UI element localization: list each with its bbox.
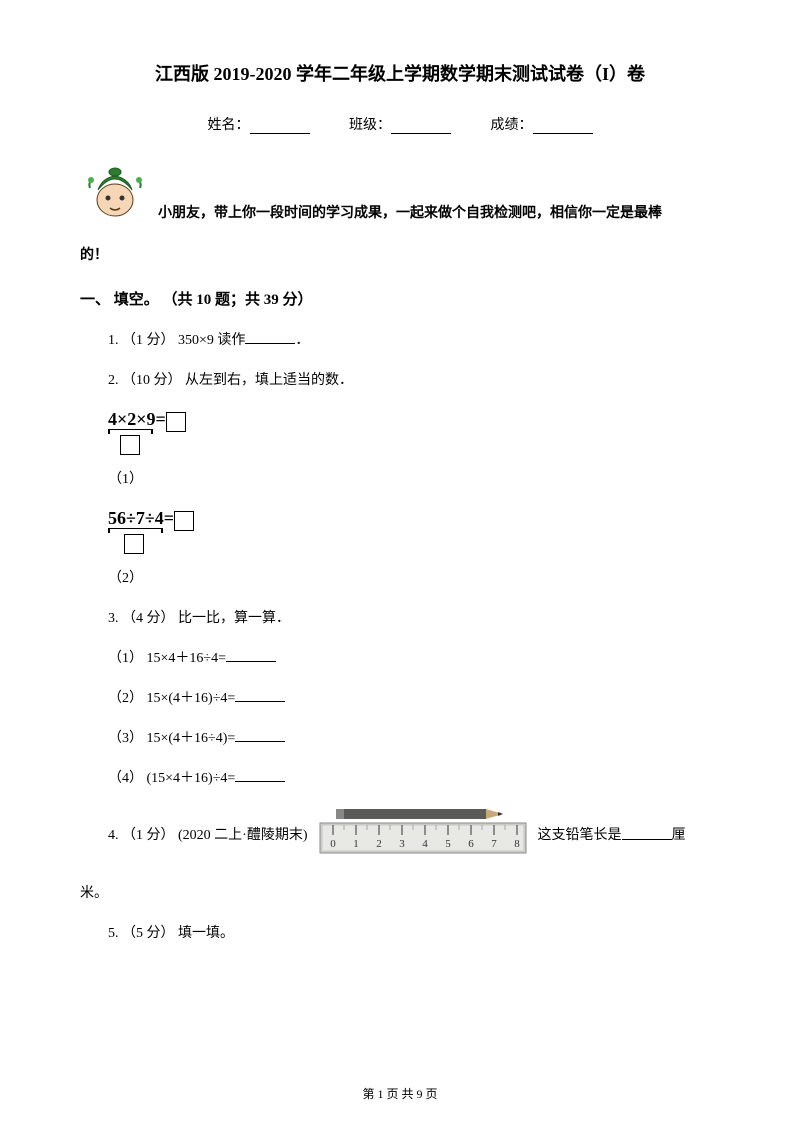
question-1: 1. （1 分） 350×9 读作 ． (80, 329, 720, 349)
score-label: 成绩： (491, 118, 533, 133)
encourage-text-2: 的！ (80, 244, 720, 264)
q3-2-blank (235, 690, 285, 702)
svg-text:7: 7 (491, 838, 497, 850)
mascot-icon (80, 158, 150, 228)
student-info-line: 姓名： 班级： 成绩： (80, 114, 720, 134)
q2-result-box-1 (166, 412, 186, 432)
question-2: 2. （10 分） 从左到右，填上适当的数． (80, 369, 720, 389)
q2-expr-1-diagram: 4×2×9= (80, 409, 720, 458)
q3-2-text: （2） 15×(4＋16)÷4= (108, 691, 235, 706)
q3-3-text: （3） 15×(4＋16÷4)= (108, 731, 235, 746)
q4-blank (622, 828, 672, 840)
svg-text:6: 6 (468, 838, 474, 850)
svg-text:0: 0 (330, 838, 336, 850)
svg-text:2: 2 (376, 838, 382, 850)
q3-1-blank (226, 650, 276, 662)
q3-3: （3） 15×(4＋16÷4)= (80, 727, 720, 747)
class-label: 班级： (349, 118, 391, 133)
q2-expr2-text: 56÷7÷4= (108, 508, 174, 528)
question-4: 4. （1 分） (2020 二上·醴陵期末) (80, 807, 720, 862)
q2-under-box-2 (124, 534, 144, 554)
name-blank (250, 120, 310, 134)
q4-post-text: 这支铅笔长是 (538, 824, 622, 844)
q3-4-blank (235, 770, 285, 782)
svg-text:3: 3 (399, 838, 405, 850)
page-footer: 第 1 页 共 9 页 (0, 1085, 800, 1102)
q2-under-box-1 (120, 435, 140, 455)
svg-text:1: 1 (353, 838, 359, 850)
svg-text:5: 5 (445, 838, 451, 850)
q2-sub1-label: （1） (80, 468, 720, 488)
q3-1-text: （1） 15×4＋16÷4= (108, 651, 226, 666)
encourage-text-1: 小朋友，带上你一段时间的学习成果，一起来做个自我检测吧，相信你一定是最棒 (158, 200, 662, 228)
q3-1: （1） 15×4＋16÷4= (80, 647, 720, 667)
q1-blank (245, 332, 295, 344)
q3-4-text: （4） (15×4＋16)÷4= (108, 771, 235, 786)
question-3: 3. （4 分） 比一比，算一算． (80, 607, 720, 627)
q3-4: （4） (15×4＋16)÷4= (80, 767, 720, 787)
q2-expr1-text: 4×2×9= (108, 409, 166, 429)
question-5: 5. （5 分） 填一填。 (80, 922, 720, 942)
svg-text:8: 8 (514, 838, 520, 850)
q2-expr-2-diagram: 56÷7÷4= (80, 508, 720, 557)
page-title: 江西版 2019-2020 学年二年级上学期数学期末测试试卷（I）卷 (80, 60, 720, 86)
q4-unit: 厘 (672, 824, 686, 844)
class-blank (391, 120, 451, 134)
q2-result-box-2 (174, 511, 194, 531)
q4-pre-text: 4. （1 分） (2020 二上·醴陵期末) (108, 824, 308, 844)
q3-2: （2） 15×(4＋16)÷4= (80, 687, 720, 707)
score-blank (533, 120, 593, 134)
q1-suffix: ． (295, 333, 309, 348)
svg-text:4: 4 (422, 838, 428, 850)
q4-unit-cont: 米。 (80, 882, 720, 902)
q2-sub2-label: （2） (80, 567, 720, 587)
ruler-diagram: 0 1 2 3 4 5 6 7 8 (318, 807, 528, 862)
q3-3-blank (235, 730, 285, 742)
name-label: 姓名： (208, 118, 250, 133)
section-1-heading: 一、 填空。 （共 10 题；共 39 分） (80, 288, 720, 309)
q1-text: 1. （1 分） 350×9 读作 (108, 333, 245, 348)
